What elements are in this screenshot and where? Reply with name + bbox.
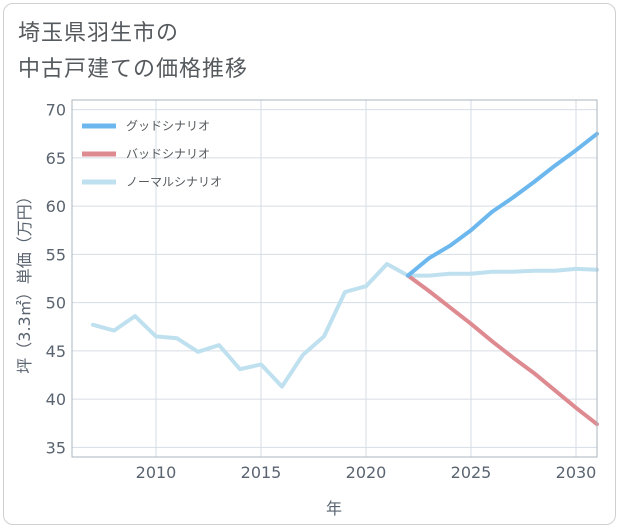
chart-card (3, 3, 616, 525)
x-tick-label: 2010 (136, 463, 177, 482)
y-tick-label: 35 (46, 438, 66, 457)
series-lines (91, 131, 599, 427)
series-line (91, 262, 599, 389)
y-tick-label: 45 (46, 342, 66, 361)
y-tick-label: 55 (46, 245, 66, 264)
chart-title-line1: 埼玉県羽生市の (18, 21, 180, 46)
y-tick-label: 70 (46, 101, 66, 120)
x-axis-label: 年 (326, 499, 342, 518)
legend-label: バッドシナリオ (126, 147, 210, 161)
chart-title-line2: 中古戸建ての価格推移 (18, 57, 249, 82)
x-tick-label: 2030 (556, 463, 597, 482)
chart-title: 埼玉県羽生市の 中古戸建ての価格推移 (18, 16, 248, 88)
y-tick-label: 40 (46, 390, 66, 409)
y-tick-label: 65 (46, 149, 66, 168)
y-tick-label: 50 (46, 294, 66, 313)
axes: 35 40 45 50 55 60 65 70 2010 2015 2020 2025 2030 (46, 99, 598, 482)
series-line (406, 131, 599, 278)
x-tick-label: 2025 (451, 463, 492, 482)
x-tick-label: 2020 (346, 463, 387, 482)
grid-lines (72, 100, 597, 457)
plot-border (71, 99, 598, 458)
legend-label: ノーマルシナリオ (126, 175, 222, 189)
series-line (406, 273, 599, 427)
y-tick-label: 60 (46, 197, 66, 216)
x-tick-label: 2015 (241, 463, 282, 482)
y-axis-label: 坪（3.3㎡）単価（万円） (15, 188, 34, 373)
legend-label: グッドシナリオ (126, 119, 210, 133)
